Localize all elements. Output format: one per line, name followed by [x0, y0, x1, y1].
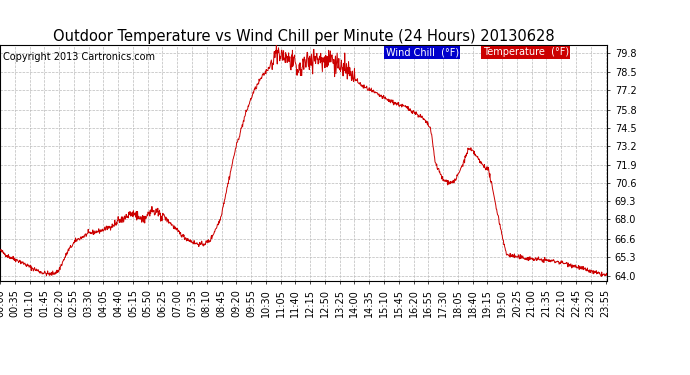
Text: Wind Chill  (°F): Wind Chill (°F): [386, 47, 459, 57]
Text: Temperature  (°F): Temperature (°F): [483, 47, 569, 57]
Title: Outdoor Temperature vs Wind Chill per Minute (24 Hours) 20130628: Outdoor Temperature vs Wind Chill per Mi…: [53, 29, 554, 44]
Text: Copyright 2013 Cartronics.com: Copyright 2013 Cartronics.com: [3, 52, 155, 62]
